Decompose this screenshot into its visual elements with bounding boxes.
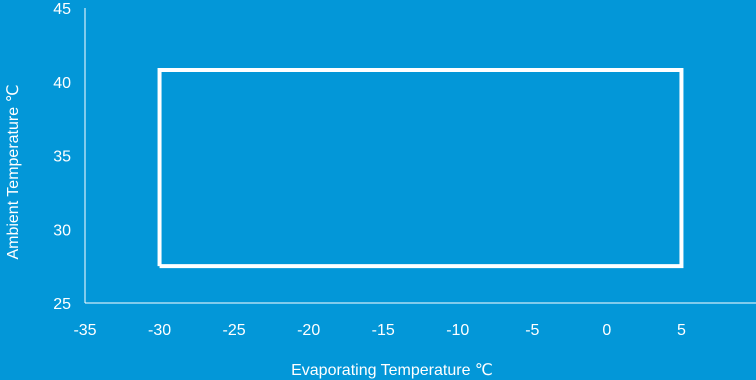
x-tick-label: -35 [73, 322, 96, 339]
x-tick-label: -10 [446, 322, 469, 339]
y-tick-label: 35 [53, 149, 71, 166]
y-tick-label: 30 [53, 222, 71, 239]
x-tick-label: -20 [297, 322, 320, 339]
x-tick-labels: -35 -30 -25 -20 -15 -10 -5 0 5 [73, 322, 686, 339]
x-tick-label: -30 [148, 322, 171, 339]
y-axis-title: Ambient Temperature ℃ [5, 84, 22, 259]
x-tick-label: 0 [602, 322, 611, 339]
y-tick-label: 25 [53, 296, 71, 313]
x-tick-label: 5 [677, 322, 686, 339]
y-tick-label: 40 [53, 75, 71, 92]
y-tick-label: 45 [53, 1, 71, 18]
x-axis-title: Evaporating Temperature ℃ [291, 362, 493, 379]
operating-range-rectangle [157, 67, 684, 269]
y-tick-labels: 25 30 35 40 45 [53, 1, 71, 313]
x-tick-label: -5 [525, 322, 539, 339]
x-tick-label: -25 [223, 322, 246, 339]
x-tick-label: -15 [372, 322, 395, 339]
series-layer [157, 67, 684, 269]
